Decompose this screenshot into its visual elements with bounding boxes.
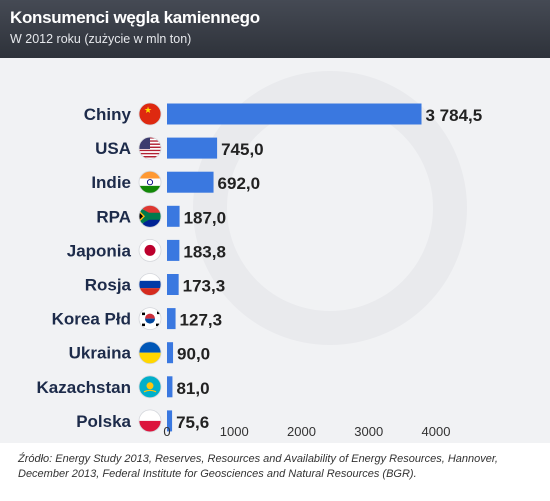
flag-usa-icon [139, 137, 161, 160]
svg-text:★: ★ [144, 106, 152, 116]
bar [167, 274, 179, 295]
value-label: 745,0 [221, 140, 264, 159]
category-label: Rosja [85, 276, 132, 295]
bar-chart: Chiny ★ 3 784,5 USA 745,0 Indie 692,0 RPA 187,0 J… [37, 71, 483, 439]
value-label: 183,8 [183, 242, 226, 261]
category-label: USA [95, 139, 131, 158]
category-label: Polska [76, 412, 131, 431]
chart-subtitle: W 2012 roku (zużycie w mln ton) [10, 32, 192, 46]
value-label: 75,6 [176, 413, 209, 432]
x-tick-label: 0 [163, 424, 170, 439]
flag-china-icon: ★ [139, 103, 161, 125]
category-label: Chiny [84, 105, 132, 124]
bar [167, 103, 422, 125]
category-label: Indie [91, 173, 131, 192]
watermark-ring [193, 71, 467, 345]
flag-poland-icon [139, 409, 161, 432]
flag-japan-icon [139, 239, 161, 262]
chart-panel: Chiny ★ 3 784,5 USA 745,0 Indie 692,0 RPA 187,0 J… [0, 58, 550, 443]
flag-south-korea-icon [139, 307, 161, 330]
value-label: 3 784,5 [426, 106, 483, 125]
bar [167, 308, 176, 330]
value-label: 187,0 [184, 208, 227, 227]
bar [167, 171, 214, 193]
bar [167, 137, 218, 159]
chart-title: Konsumenci węgla kamiennego [10, 8, 260, 27]
source-note: Źródło: Energy Study 2013, Reserves, Res… [18, 453, 498, 480]
x-tick-label: 3000 [354, 424, 383, 439]
category-label: Korea Płd [52, 310, 131, 329]
x-tick-label: 4000 [422, 424, 451, 439]
flag-ukraine-icon [139, 341, 161, 364]
flag-india-icon [139, 171, 161, 194]
bar [167, 239, 180, 261]
flag-kazakhstan-icon [139, 375, 161, 398]
bar [167, 376, 173, 398]
value-label: 692,0 [218, 174, 261, 193]
bar [167, 410, 173, 432]
category-label: Ukraina [69, 344, 132, 363]
x-tick-label: 2000 [287, 424, 316, 439]
value-label: 90,0 [177, 345, 210, 364]
flag-russia-icon [139, 273, 161, 296]
bar [167, 342, 174, 364]
x-tick-label: 1000 [220, 424, 249, 439]
bar [167, 205, 180, 227]
value-label: 127,3 [180, 311, 223, 330]
header: Konsumenci węgla kamiennego W 2012 roku … [0, 0, 550, 58]
category-label: Kazachstan [37, 378, 131, 397]
category-label: RPA [96, 207, 131, 226]
category-label: Japonia [67, 241, 132, 260]
flag-south-africa-icon [139, 205, 161, 228]
value-label: 81,0 [176, 379, 209, 398]
value-label: 173,3 [183, 277, 226, 296]
